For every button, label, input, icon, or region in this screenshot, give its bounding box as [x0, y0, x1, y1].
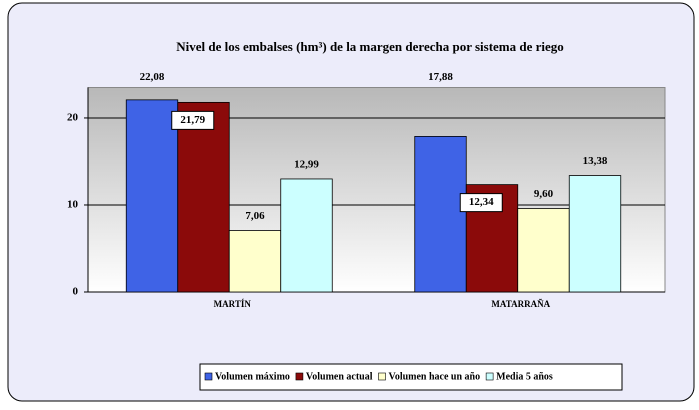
x-tick-label: MATARRAÑA: [491, 299, 550, 309]
bar: [414, 136, 467, 293]
data-label: 9,60: [534, 188, 554, 200]
bar: [228, 230, 282, 293]
legend: [199, 363, 623, 391]
data-label: 21,79: [180, 114, 205, 126]
bar: [177, 101, 230, 293]
legend-swatch: [295, 372, 304, 381]
chart-title: Nivel de los embalses (hm³) de la margen…: [176, 39, 564, 54]
bar: [568, 175, 622, 293]
legend-label: Volumen actual: [306, 371, 373, 382]
legend-label: Volumen hace un año: [389, 371, 481, 382]
bar: [125, 99, 179, 293]
bar: [280, 178, 333, 293]
data-label-box: [459, 193, 503, 213]
data-label: 12,99: [294, 158, 319, 170]
legend-label: Media 5 años: [496, 371, 553, 382]
data-label: 17,88: [428, 71, 453, 83]
legend-swatch: [378, 372, 386, 381]
data-label: 12,34: [469, 196, 494, 208]
data-label: 13,38: [583, 155, 608, 167]
y-tick-label: 0: [73, 286, 79, 298]
y-tick-label: 20: [67, 111, 79, 123]
legend-label: Volumen máximo: [215, 371, 290, 382]
y-tick-label: 10: [67, 199, 79, 211]
data-label: 7,06: [245, 210, 265, 222]
data-label-box: [171, 110, 215, 130]
legend-swatch: [485, 372, 494, 381]
data-label: 22,08: [140, 71, 165, 83]
bar: [517, 208, 570, 293]
legend-swatch: [204, 372, 213, 381]
x-tick-label: MARTÍN: [214, 299, 252, 309]
